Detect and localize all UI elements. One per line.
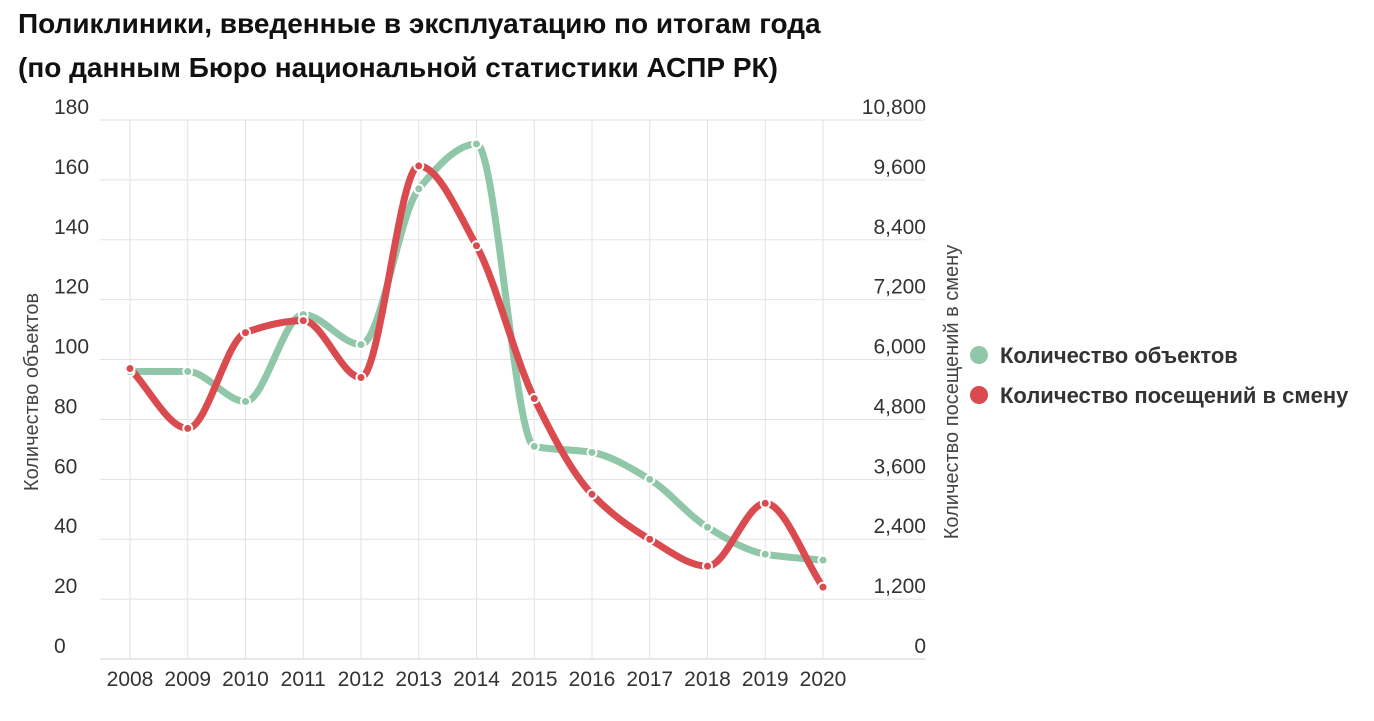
x-tick-label: 2020 xyxy=(800,668,847,691)
left-tick-label: 40 xyxy=(54,515,77,538)
left-axis-title: Количество объектов xyxy=(21,293,43,491)
data-point-1[interactable] xyxy=(413,160,425,172)
x-tick-label: 2010 xyxy=(222,668,269,691)
data-point-0[interactable] xyxy=(817,554,829,566)
data-point-1[interactable] xyxy=(182,422,194,434)
left-tick-label: 180 xyxy=(54,96,89,119)
legend-label-objects: Количество объектов xyxy=(1000,343,1238,368)
data-point-1[interactable] xyxy=(471,240,482,252)
x-tick-label: 2008 xyxy=(107,668,154,691)
left-tick-label: 80 xyxy=(54,395,77,418)
x-tick-label: 2019 xyxy=(742,668,789,691)
right-axis-ticks: 0 1,200 2,400 3,600 4,800 6,000 7,200 8,400 9,60… xyxy=(862,96,926,658)
data-point-0[interactable] xyxy=(702,521,713,533)
data-point-0[interactable] xyxy=(586,446,598,458)
x-tick-label: 2016 xyxy=(569,668,616,691)
right-tick-label: 6,000 xyxy=(873,336,926,359)
legend-marker-visits xyxy=(970,386,988,404)
x-tick-label: 2011 xyxy=(281,668,326,691)
data-point-1[interactable] xyxy=(586,488,598,500)
x-tick-label: 2018 xyxy=(684,668,731,691)
x-tick-label: 2009 xyxy=(164,668,211,691)
x-axis-ticks: 2008 2009 2010 2011 2012 2013 2014 2015 2016 2017… xyxy=(107,668,847,691)
data-point-0[interactable] xyxy=(182,366,194,378)
data-point-0[interactable] xyxy=(528,440,540,452)
right-tick-label: 4,800 xyxy=(873,395,926,418)
data-point-0[interactable] xyxy=(759,548,771,560)
data-point-1[interactable] xyxy=(240,327,251,339)
left-tick-label: 20 xyxy=(54,575,77,598)
data-point-1[interactable] xyxy=(355,372,367,384)
left-axis-ticks: 0 20 40 60 80 100 120 140 160 180 xyxy=(54,96,89,658)
data-point-0[interactable] xyxy=(413,183,425,195)
data-point-0[interactable] xyxy=(471,138,482,150)
legend-label-visits: Количество посещений в смену xyxy=(1000,383,1349,408)
right-tick-label: 3,600 xyxy=(873,455,926,478)
chart-title: Поликлиники, введенные в эксплуатацию по… xyxy=(18,2,918,90)
right-axis-title: Количество посещений в смену xyxy=(941,245,963,539)
data-point-1[interactable] xyxy=(297,315,309,327)
left-tick-label: 160 xyxy=(54,156,89,179)
chart-title-line-2: (по данным Бюро национальной статистики … xyxy=(18,52,778,83)
data-point-0[interactable] xyxy=(644,473,656,485)
grid-lines xyxy=(100,119,925,660)
data-point-1[interactable] xyxy=(702,560,713,572)
series-points xyxy=(124,138,829,593)
x-tick-label: 2014 xyxy=(453,668,500,691)
right-tick-label: 1,200 xyxy=(873,575,926,598)
left-tick-label: 140 xyxy=(54,216,89,239)
legend-item-visits[interactable]: Количество посещений в смену xyxy=(970,380,1350,412)
right-tick-label: 2,400 xyxy=(873,515,926,538)
left-tick-label: 100 xyxy=(54,336,89,359)
right-tick-label: 0 xyxy=(914,635,926,658)
data-point-1[interactable] xyxy=(124,363,136,375)
chart-title-line-1: Поликлиники, введенные в эксплуатацию по… xyxy=(18,8,821,39)
legend: Количество объектов Количество посещений… xyxy=(970,340,1350,420)
right-tick-label: 10,800 xyxy=(862,96,926,119)
data-point-0[interactable] xyxy=(355,339,367,351)
data-point-1[interactable] xyxy=(817,581,829,593)
legend-marker-objects xyxy=(970,346,988,364)
left-tick-label: 120 xyxy=(54,276,89,299)
left-tick-label: 0 xyxy=(54,635,66,658)
right-tick-label: 7,200 xyxy=(873,276,926,299)
left-tick-label: 60 xyxy=(54,455,77,478)
data-point-1[interactable] xyxy=(644,533,656,545)
data-point-1[interactable] xyxy=(528,392,540,404)
right-tick-label: 9,600 xyxy=(873,156,926,179)
x-tick-label: 2015 xyxy=(511,668,558,691)
x-tick-label: 2017 xyxy=(626,668,673,691)
legend-item-objects[interactable]: Количество объектов xyxy=(970,340,1350,372)
data-point-1[interactable] xyxy=(759,497,771,509)
x-tick-label: 2013 xyxy=(395,668,442,691)
data-point-0[interactable] xyxy=(240,395,251,407)
right-tick-label: 8,400 xyxy=(873,216,926,239)
x-tick-label: 2012 xyxy=(338,668,385,691)
